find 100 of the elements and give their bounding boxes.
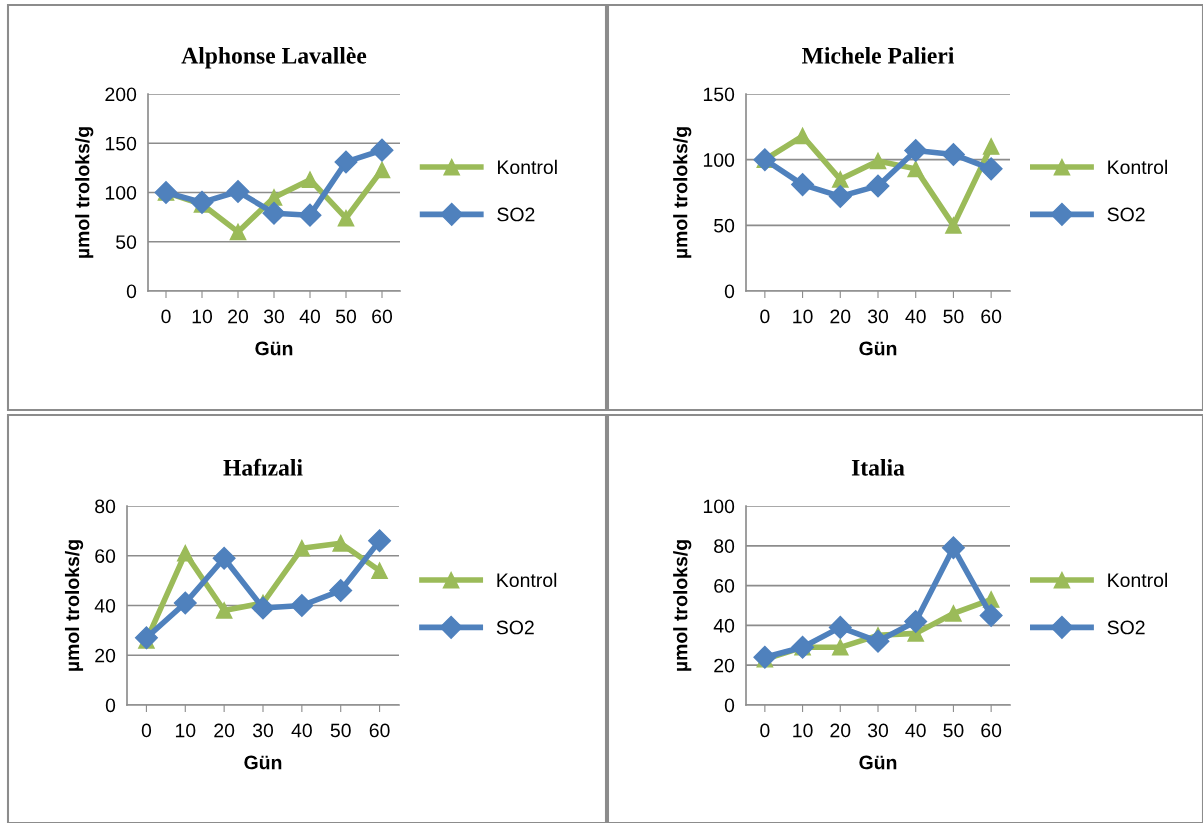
point: [226, 180, 250, 204]
x-tick-label: 0: [141, 723, 152, 738]
legend-label: SO2: [497, 207, 535, 222]
x-tick-label: 50: [943, 723, 964, 738]
point: [332, 534, 350, 552]
point: [368, 529, 392, 553]
y-tick-label: 0: [126, 284, 137, 299]
point: [828, 184, 852, 208]
x-axis-title: Gün: [244, 755, 282, 770]
point: [866, 629, 890, 653]
x-tick-label: 20: [830, 309, 851, 324]
point: [753, 645, 777, 669]
y-tick-label: 50: [714, 218, 735, 233]
point: [794, 127, 811, 145]
point: [907, 160, 925, 178]
chart-title: Italia: [851, 459, 905, 476]
legend-label: SO2: [1107, 620, 1145, 635]
x-tick-label: 0: [760, 723, 770, 738]
y-axis-title: µmol troloks/g: [673, 127, 692, 258]
x-tick-label: 30: [252, 723, 274, 738]
legend-label: Kontrol: [1108, 159, 1167, 175]
point: [329, 579, 353, 603]
point: [945, 216, 962, 234]
x-tick-label: 10: [793, 309, 813, 324]
point: [293, 539, 311, 557]
y-axis-title: µmol troloks/g: [673, 540, 692, 671]
x-tick-label: 0: [760, 309, 770, 324]
point: [904, 138, 928, 162]
y-axis-title: µmol troloks/g: [75, 127, 94, 258]
y-axis-title: µmol troloks/g: [64, 540, 84, 671]
legend-label: SO2: [1107, 207, 1145, 222]
y-tick-label: 150: [105, 136, 137, 151]
point: [298, 203, 322, 227]
point: [941, 536, 965, 560]
x-tick-label: 30: [867, 723, 889, 738]
x-tick-label: 10: [192, 309, 213, 324]
point: [945, 605, 962, 622]
point: [791, 173, 815, 197]
point: [212, 546, 236, 570]
point: [869, 152, 887, 170]
point: [831, 638, 849, 656]
y-tick-label: 0: [724, 698, 735, 713]
x-tick-label: 20: [228, 309, 249, 324]
x-axis-title: Gün: [859, 341, 897, 356]
y-tick-label: 20: [95, 648, 116, 663]
x-tick-label: 60: [369, 723, 390, 738]
y-tick-label: 200: [105, 87, 137, 102]
point: [173, 591, 197, 615]
point: [982, 138, 1000, 155]
x-tick-label: 20: [830, 723, 851, 738]
point: [941, 142, 965, 166]
point: [370, 138, 394, 162]
point: [371, 562, 388, 580]
point: [373, 161, 391, 179]
legend-label: Kontrol: [497, 572, 557, 588]
x-tick-label: 50: [335, 309, 357, 324]
point: [262, 201, 286, 225]
y-tick-label: 40: [94, 598, 116, 613]
point: [190, 190, 214, 214]
point: [831, 171, 849, 188]
point: [334, 150, 358, 174]
x-tick-label: 40: [905, 309, 926, 324]
chart-title: Michele Palieri: [802, 47, 955, 64]
chart-title: Hafızali: [223, 458, 303, 476]
point: [251, 596, 275, 620]
chart-title: Alphonse Lavallèe: [181, 47, 367, 69]
point: [979, 603, 1003, 627]
x-tick-label: 10: [793, 723, 813, 738]
x-tick-label: 50: [330, 723, 351, 738]
y-tick-label: 60: [714, 579, 735, 593]
point: [215, 602, 233, 619]
legend-label: SO2: [496, 620, 534, 635]
x-tick-label: 40: [291, 723, 312, 738]
point: [337, 209, 355, 227]
x-tick-label: 30: [263, 309, 285, 324]
legend-label: Kontrol: [498, 159, 557, 175]
x-tick-label: 40: [299, 309, 321, 324]
point: [229, 223, 247, 241]
point: [134, 626, 158, 650]
x-tick-label: 60: [981, 309, 1002, 324]
x-axis-title: Gün: [255, 341, 293, 356]
x-tick-label: 30: [867, 309, 889, 324]
point: [979, 157, 1003, 181]
point: [866, 174, 890, 198]
y-tick-label: 50: [116, 235, 137, 249]
x-tick-label: 60: [372, 309, 393, 324]
x-tick-label: 0: [161, 309, 171, 324]
x-tick-label: 40: [905, 723, 926, 738]
x-axis-title: Gün: [859, 755, 897, 770]
y-tick-label: 100: [703, 153, 735, 167]
y-tick-label: 20: [714, 658, 735, 673]
x-tick-label: 10: [175, 723, 196, 738]
point: [301, 171, 319, 189]
y-tick-label: 100: [105, 185, 137, 200]
y-tick-label: 0: [724, 284, 735, 299]
x-tick-label: 50: [943, 309, 964, 324]
point: [904, 609, 928, 633]
point: [290, 594, 314, 617]
x-tick-label: 60: [981, 723, 1002, 738]
y-tick-label: 40: [713, 618, 735, 633]
